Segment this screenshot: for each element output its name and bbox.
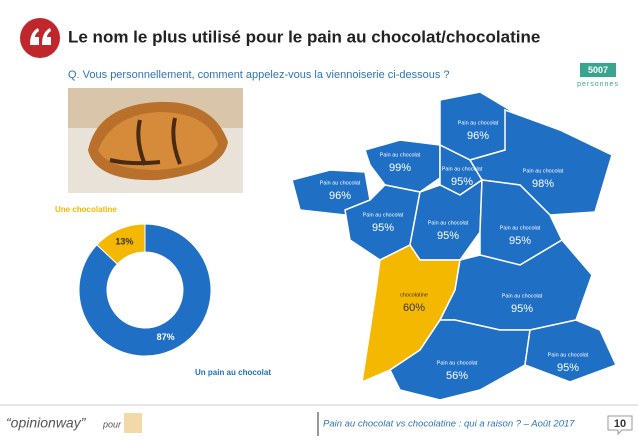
region-value: 95%: [557, 362, 579, 374]
page-number: 10: [614, 418, 626, 430]
client-logo: [124, 413, 142, 433]
france-map: Pain au chocolat 96% Pain au chocolat 99% Pa…: [291, 91, 618, 401]
region-value: 56%: [446, 370, 468, 382]
region-value: 99%: [389, 162, 411, 174]
donut-chart: 87% 13% Un pain au chocolat Une chocolatine: [55, 205, 271, 377]
region: [364, 139, 441, 193]
region-label: chocolatine: [400, 292, 428, 298]
region-label: Pain au chocolat: [428, 220, 469, 226]
region-value: 60%: [403, 302, 425, 314]
sample-size: 5007: [588, 65, 608, 75]
region-label: Pain au chocolat: [523, 168, 564, 174]
region-value: 95%: [509, 235, 531, 247]
pastry-photo: [68, 88, 243, 193]
quote-badge: [20, 18, 60, 58]
region-value: 96%: [329, 190, 351, 202]
region-label: Pain au chocolat: [548, 352, 589, 358]
region-label: Pain au chocolat: [363, 212, 404, 218]
region-label: Pain au chocolat: [500, 225, 541, 231]
region-value: 98%: [532, 178, 554, 190]
footer-logo: “opinionway”: [6, 415, 87, 431]
region-label: Pain au chocolat: [502, 293, 543, 299]
quote-icon: [30, 28, 51, 45]
donut-segment: [78, 223, 212, 357]
region-label: Pain au chocolat: [320, 180, 361, 186]
value-label: 87%: [157, 332, 175, 342]
region-label: Pain au chocolat: [437, 360, 478, 366]
region: [524, 319, 618, 383]
region-value: 96%: [467, 130, 489, 142]
sample-badge: [580, 63, 616, 77]
region-label: Pain au chocolat: [458, 120, 499, 126]
region-label: Pain au chocolat: [380, 152, 421, 158]
region-value: 95%: [437, 230, 459, 242]
donut-segment: [96, 223, 146, 265]
category-label: Un pain au chocolat: [195, 368, 271, 377]
footer-caption: Pain au chocolat vs chocolatine : qui a …: [323, 419, 575, 430]
title: Le nom le plus utilisé pour le pain au c…: [68, 27, 540, 46]
region-label: Pain au chocolat: [442, 166, 483, 172]
region-value: 95%: [372, 222, 394, 234]
question: Q. Vous personnellement, comment appelez…: [68, 69, 450, 81]
region: [389, 319, 531, 401]
region-value: 95%: [511, 303, 533, 315]
sample-label: personnes: [577, 81, 619, 88]
region-value: 95%: [451, 176, 473, 188]
value-label: 13%: [115, 237, 133, 247]
footer-for: pour: [102, 419, 122, 429]
page-bubble: [607, 415, 633, 436]
category-label: Une chocolatine: [55, 205, 117, 214]
